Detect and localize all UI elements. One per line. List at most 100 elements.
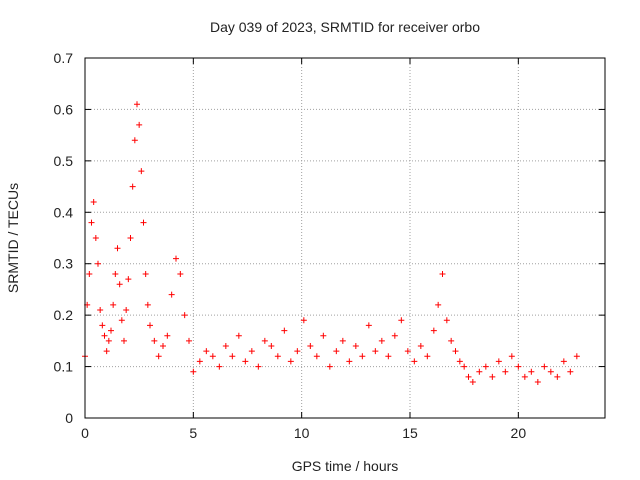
data-point xyxy=(116,281,123,288)
data-point xyxy=(190,368,197,375)
data-point xyxy=(229,353,236,360)
data-point xyxy=(465,373,472,380)
data-point xyxy=(114,245,121,252)
data-point xyxy=(339,337,346,344)
data-point xyxy=(222,343,229,349)
data-point xyxy=(121,337,127,344)
y-tick-label: 0.6 xyxy=(54,101,74,117)
y-tick-label: 0 xyxy=(65,410,73,426)
data-point xyxy=(235,332,242,339)
x-tick-label: 0 xyxy=(81,425,89,441)
data-point xyxy=(242,358,249,365)
data-point xyxy=(99,322,106,329)
x-tick-label: 20 xyxy=(511,425,527,441)
data-point xyxy=(435,301,442,308)
x-tick-label: 10 xyxy=(294,425,310,441)
data-point xyxy=(461,363,468,370)
data-point xyxy=(307,343,314,349)
data-point xyxy=(398,317,405,324)
data-point xyxy=(181,312,188,319)
data-point xyxy=(90,199,97,205)
data-point xyxy=(359,353,366,360)
y-axis-label: SRMTID / TECUs xyxy=(5,183,21,293)
y-tick-label: 0.1 xyxy=(54,359,74,375)
data-point xyxy=(391,332,398,339)
data-point xyxy=(129,183,136,190)
data-point xyxy=(448,337,455,344)
data-point xyxy=(160,343,166,349)
data-point xyxy=(134,101,140,108)
data-point xyxy=(469,379,476,385)
data-point xyxy=(168,291,175,298)
data-point xyxy=(300,317,307,324)
x-axis-label: GPS time / hours xyxy=(292,458,399,474)
data-point xyxy=(125,276,132,283)
data-point xyxy=(108,327,114,334)
y-tick-label: 0.3 xyxy=(54,256,74,272)
data-point xyxy=(417,343,424,349)
data-point xyxy=(138,168,145,175)
data-point xyxy=(502,368,509,375)
data-point xyxy=(86,271,93,277)
data-point xyxy=(515,363,522,370)
data-point xyxy=(528,368,535,375)
x-tick-label: 15 xyxy=(402,425,418,441)
data-point xyxy=(142,271,149,277)
data-point xyxy=(274,353,281,360)
data-point xyxy=(378,337,385,344)
data-point xyxy=(326,363,333,370)
data-point xyxy=(313,353,320,360)
data-point xyxy=(144,301,151,308)
data-point xyxy=(155,353,162,360)
y-tick-label: 0.4 xyxy=(54,204,74,220)
y-tick-label: 0.7 xyxy=(54,50,74,66)
data-point xyxy=(560,358,567,365)
data-point xyxy=(424,353,431,360)
data-point xyxy=(216,363,223,370)
data-point xyxy=(554,373,561,380)
data-point xyxy=(186,337,192,344)
plot-frame xyxy=(84,57,606,419)
data-point xyxy=(95,260,101,267)
data-point xyxy=(103,348,110,355)
data-point xyxy=(541,363,548,370)
y-tick-label: 0.5 xyxy=(54,153,74,169)
data-point xyxy=(248,348,255,355)
data-point xyxy=(476,368,483,375)
data-point xyxy=(173,255,179,262)
data-point xyxy=(136,121,143,128)
data-point xyxy=(140,219,147,226)
data-point xyxy=(547,368,554,375)
data-point xyxy=(151,337,158,344)
data-point xyxy=(333,348,340,355)
data-point xyxy=(443,317,450,324)
data-point xyxy=(118,317,125,324)
data-point xyxy=(456,358,463,365)
data-point xyxy=(255,363,262,370)
data-point xyxy=(452,348,459,355)
data-points xyxy=(82,101,580,385)
data-point xyxy=(372,348,379,355)
data-point xyxy=(404,348,411,355)
x-tick-label: 5 xyxy=(189,425,197,441)
data-point xyxy=(567,368,574,375)
data-point xyxy=(439,271,446,277)
data-point xyxy=(92,235,99,241)
data-point xyxy=(131,137,138,144)
data-point xyxy=(123,307,130,313)
data-point xyxy=(411,358,418,365)
data-point xyxy=(287,358,294,365)
axis-ticks: 0 5 10 15 20 0 0.1 0.2 0.3 0.4 0.5 0.6 0.7 xyxy=(54,50,605,441)
data-point xyxy=(521,373,528,380)
data-point xyxy=(365,322,372,329)
chart-title: Day 039 of 2023, SRMTID for receiver orb… xyxy=(210,19,480,35)
y-tick-label: 0.2 xyxy=(54,307,74,323)
data-point xyxy=(261,337,268,344)
data-point xyxy=(489,373,496,380)
data-point xyxy=(203,348,210,355)
data-point xyxy=(112,271,119,277)
data-point xyxy=(268,343,275,349)
data-point xyxy=(534,379,541,385)
data-point xyxy=(294,348,301,355)
